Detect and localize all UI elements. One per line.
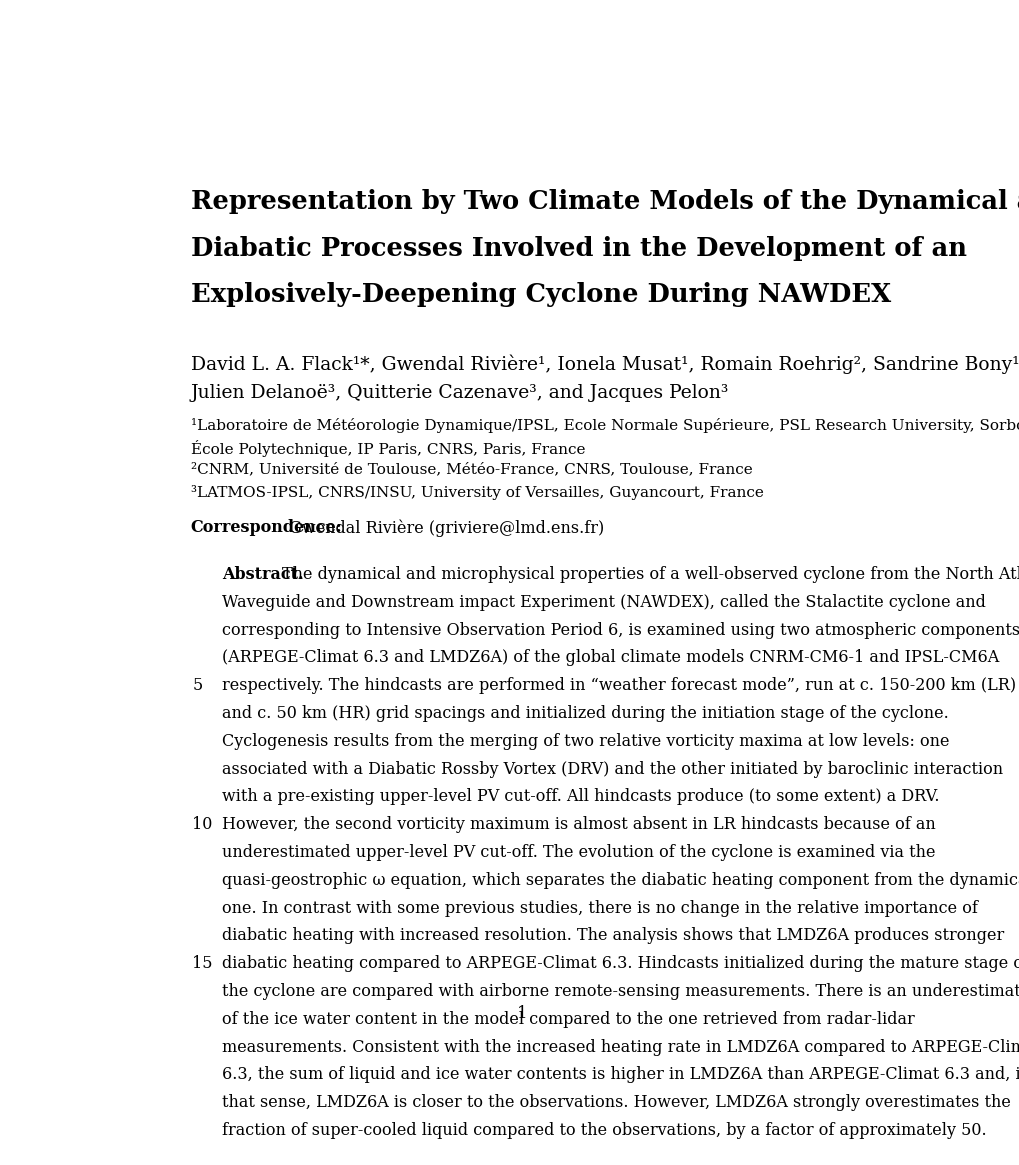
Text: However, the second vorticity maximum is almost absent in LR hindcasts because o: However, the second vorticity maximum is… <box>222 817 935 833</box>
Text: 5: 5 <box>193 677 203 694</box>
Text: Abstract.: Abstract. <box>222 566 304 582</box>
Text: 10: 10 <box>193 817 213 833</box>
Text: quasi-geostrophic ω equation, which separates the diabatic heating component fro: quasi-geostrophic ω equation, which sepa… <box>222 871 1019 889</box>
Text: The dynamical and microphysical properties of a well-observed cyclone from the N: The dynamical and microphysical properti… <box>282 566 1019 582</box>
Text: the cyclone are compared with airborne remote-sensing measurements. There is an : the cyclone are compared with airborne r… <box>222 983 1019 1000</box>
Text: 15: 15 <box>193 955 213 973</box>
Text: ¹Laboratoire de Météorologie Dynamique/IPSL, Ecole Normale Supérieure, PSL Resea: ¹Laboratoire de Météorologie Dynamique/I… <box>191 418 1019 433</box>
Text: École Polytechnique, IP Paris, CNRS, Paris, France: École Polytechnique, IP Paris, CNRS, Par… <box>191 440 585 458</box>
Text: with a pre-existing upper-level PV cut-off. All hindcasts produce (to some exten: with a pre-existing upper-level PV cut-o… <box>222 789 938 805</box>
Text: underestimated upper-level PV cut-off. The evolution of the cyclone is examined : underestimated upper-level PV cut-off. T… <box>222 843 935 861</box>
Text: diabatic heating compared to ARPEGE-Climat 6.3. Hindcasts initialized during the: diabatic heating compared to ARPEGE-Clim… <box>222 955 1019 973</box>
Text: corresponding to Intensive Observation Period 6, is examined using two atmospher: corresponding to Intensive Observation P… <box>222 621 1019 638</box>
Text: Diabatic Processes Involved in the Development of an: Diabatic Processes Involved in the Devel… <box>191 235 966 261</box>
Text: fraction of super-cooled liquid compared to the observations, by a factor of app: fraction of super-cooled liquid compared… <box>222 1122 986 1139</box>
Text: Julien Delanoë³, Quitterie Cazenave³, and Jacques Pelon³: Julien Delanoë³, Quitterie Cazenave³, an… <box>191 383 729 402</box>
Text: Explosively-Deepening Cyclone During NAWDEX: Explosively-Deepening Cyclone During NAW… <box>191 282 891 308</box>
Text: measurements. Consistent with the increased heating rate in LMDZ6A compared to A: measurements. Consistent with the increa… <box>222 1039 1019 1055</box>
Text: ²CNRM, Université de Toulouse, Météo-France, CNRS, Toulouse, France: ²CNRM, Université de Toulouse, Météo-Fra… <box>191 463 752 476</box>
Text: 6.3, the sum of liquid and ice water contents is higher in LMDZ6A than ARPEGE-Cl: 6.3, the sum of liquid and ice water con… <box>222 1066 1019 1083</box>
Text: Correspondence:: Correspondence: <box>191 520 342 536</box>
Text: of the ice water content in the model compared to the one retrieved from radar-l: of the ice water content in the model co… <box>222 1011 914 1028</box>
Text: David L. A. Flack¹*, Gwendal Rivière¹, Ionela Musat¹, Romain Roehrig², Sandrine : David L. A. Flack¹*, Gwendal Rivière¹, I… <box>191 354 1019 374</box>
Text: diabatic heating with increased resolution. The analysis shows that LMDZ6A produ: diabatic heating with increased resoluti… <box>222 927 1004 945</box>
Text: respectively. The hindcasts are performed in “weather forecast mode”, run at c. : respectively. The hindcasts are performe… <box>222 677 1016 694</box>
Text: (ARPEGE-Climat 6.3 and LMDZ6A) of the global climate models CNRM-CM6-1 and IPSL-: (ARPEGE-Climat 6.3 and LMDZ6A) of the gl… <box>222 649 999 666</box>
Text: Cyclogenesis results from the merging of two relative vorticity maxima at low le: Cyclogenesis results from the merging of… <box>222 733 949 750</box>
Text: and c. 50 km (HR) grid spacings and initialized during the initiation stage of t: and c. 50 km (HR) grid spacings and init… <box>222 705 949 722</box>
Text: 1: 1 <box>517 1005 528 1023</box>
Text: ³LATMOS-IPSL, CNRS/INSU, University of Versailles, Guyancourt, France: ³LATMOS-IPSL, CNRS/INSU, University of V… <box>191 485 763 500</box>
Text: that sense, LMDZ6A is closer to the observations. However, LMDZ6A strongly overe: that sense, LMDZ6A is closer to the obse… <box>222 1094 1010 1111</box>
Text: associated with a Diabatic Rossby Vortex (DRV) and the other initiated by barocl: associated with a Diabatic Rossby Vortex… <box>222 761 1003 777</box>
Text: Waveguide and Downstream impact Experiment (NAWDEX), called the Stalactite cyclo: Waveguide and Downstream impact Experime… <box>222 594 985 610</box>
Text: one. In contrast with some previous studies, there is no change in the relative : one. In contrast with some previous stud… <box>222 899 977 917</box>
Text: Representation by Two Climate Models of the Dynamical and: Representation by Two Climate Models of … <box>191 189 1019 214</box>
Text: Gwendal Rivière (griviere@lmd.ens.fr): Gwendal Rivière (griviere@lmd.ens.fr) <box>283 520 603 537</box>
